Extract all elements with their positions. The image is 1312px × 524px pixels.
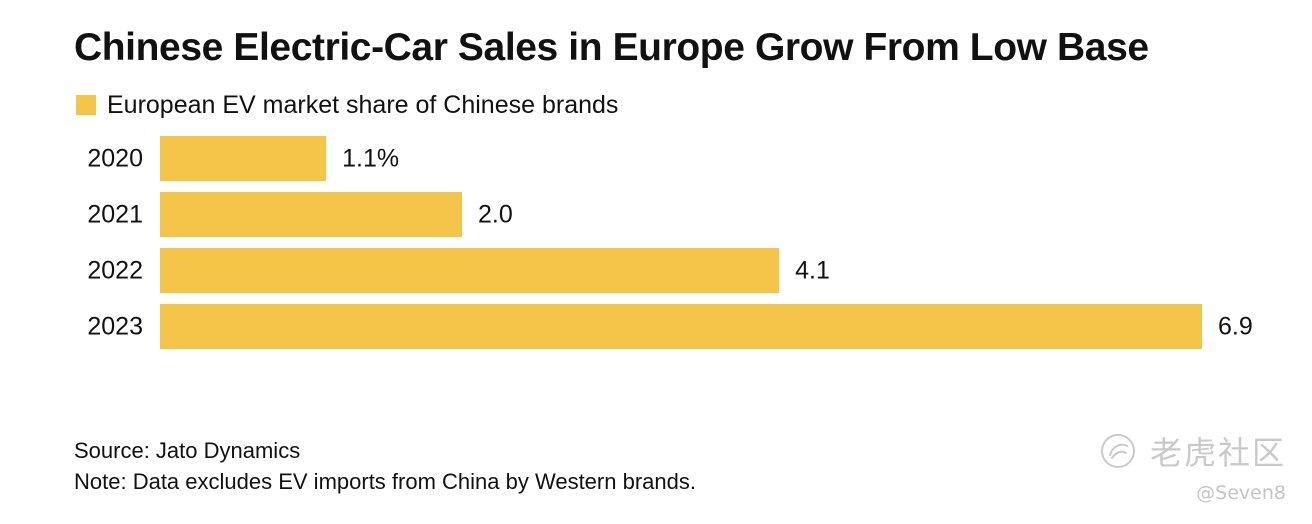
watermark-handle: @Seven8 <box>1196 482 1286 504</box>
bar-2021 <box>160 192 463 237</box>
value-label-2022: 4.1 <box>795 257 830 285</box>
value-label-2021: 2.0 <box>478 201 513 229</box>
category-label-2022: 2022 <box>87 257 143 285</box>
category-label-2021: 2021 <box>87 201 143 229</box>
value-label-2020: 1.1% <box>342 145 399 173</box>
legend: European EV market share of Chinese bran… <box>76 90 618 120</box>
bar-2020 <box>160 136 327 181</box>
legend-label: European EV market share of Chinese bran… <box>107 90 619 119</box>
category-label-2020: 2020 <box>87 145 143 173</box>
legend-swatch <box>76 95 96 115</box>
watermark-text: 老虎社区 <box>1149 434 1286 472</box>
source-note: Source: Jato Dynamics <box>74 438 301 463</box>
value-label-2023: 6.9 <box>1218 313 1253 341</box>
category-label-2023: 2023 <box>87 313 143 341</box>
data-note: Note: Data excludes EV imports from Chin… <box>74 469 696 494</box>
chart-title: Chinese Electric-Car Sales in Europe Gro… <box>74 26 1149 69</box>
tiger-logo-icon <box>1100 434 1135 468</box>
bar-2022 <box>160 248 780 293</box>
bar-2023 <box>160 304 1202 349</box>
watermark: 老虎社区 <box>1100 428 1286 474</box>
